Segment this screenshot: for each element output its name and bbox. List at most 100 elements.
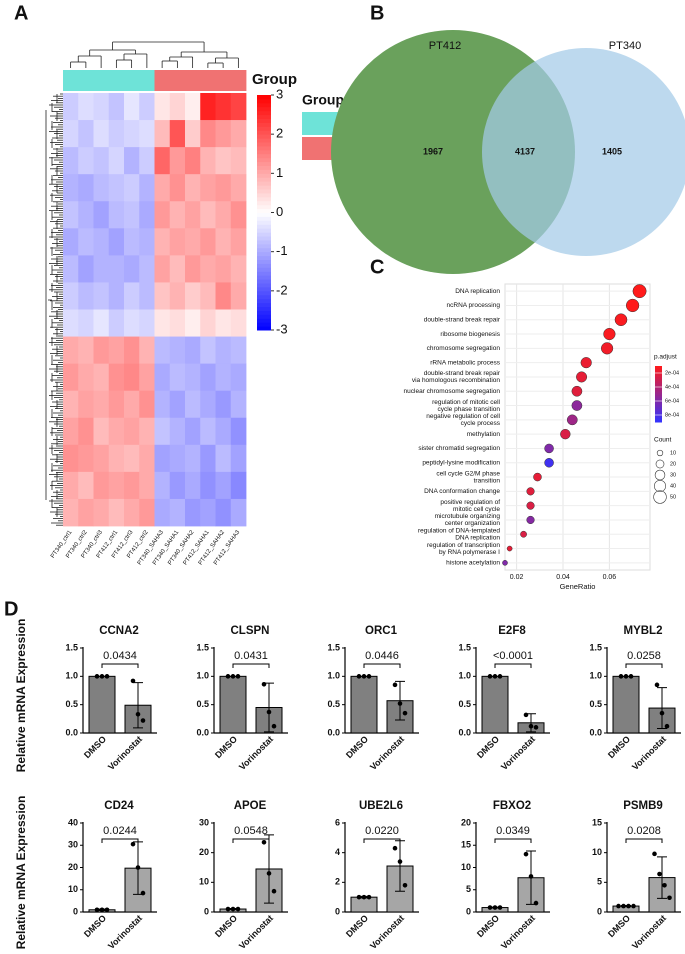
bar [219, 675, 247, 734]
term-label: regulation of transcription [427, 542, 500, 549]
legend-title: Group [302, 92, 344, 108]
y-tick-label: 5 [466, 884, 471, 894]
colorbar-step [257, 149, 271, 155]
dot [571, 385, 583, 397]
y-tick-label: 1.5 [458, 642, 471, 652]
colorbar-step [257, 196, 271, 202]
heatmap-cell [124, 444, 140, 473]
heatmap-cell [200, 174, 216, 202]
heatmap-cell [63, 309, 79, 337]
colorbar-step [257, 310, 271, 315]
heatmap-cell [139, 390, 155, 419]
heatmap-cell [169, 282, 186, 310]
error-bar [264, 834, 274, 904]
significance-bracket [101, 663, 139, 668]
chart-title: APOE [234, 800, 267, 812]
data-point [623, 674, 629, 679]
chart-title: ORC1 [365, 625, 398, 637]
term-label: histone acetylation [446, 560, 500, 567]
term-label: chromosome segregation [427, 345, 501, 352]
heatmap-cell [154, 363, 171, 392]
heatmap-cell [154, 336, 171, 365]
heatmap-cell [200, 390, 216, 419]
heatmap-cell [215, 336, 232, 365]
x-tick-label: Vorinostat [237, 734, 275, 772]
heatmap-cell [124, 498, 140, 527]
term-label: via homologous recombination [412, 377, 501, 384]
data-point [528, 723, 534, 729]
chart-title: CD24 [104, 800, 134, 812]
heatmap-cell [78, 390, 94, 419]
heatmap-cell [215, 390, 232, 419]
data-point [235, 674, 241, 679]
colorbar-step [655, 395, 662, 399]
y-axis-label: Relative mRNA Expression [14, 796, 28, 950]
colorbar-step [257, 189, 271, 194]
data-point [99, 674, 105, 679]
x-tick-label: 0.04 [556, 574, 570, 581]
chart-title: MYBL2 [624, 625, 663, 637]
data-point [230, 906, 236, 912]
data-point [392, 845, 398, 851]
data-point [140, 718, 146, 723]
data-point [616, 903, 621, 909]
heatmap-cell [200, 147, 216, 175]
colorbar-step [257, 110, 271, 116]
heatmap-cell [185, 93, 201, 121]
dot [600, 342, 614, 355]
dot [625, 298, 640, 313]
y-tick-label: 2 [335, 877, 340, 887]
y-tick-label: 0 [466, 906, 471, 916]
colorbar-step [257, 302, 271, 307]
term-label: center organization [445, 520, 501, 527]
heatmap-cell [215, 147, 232, 175]
term-label: mitotic cell cycle [453, 506, 500, 513]
heatmap-cell [215, 282, 232, 310]
data-point [94, 907, 100, 913]
data-point [235, 906, 241, 912]
venn-set-label: PT412 [429, 40, 461, 52]
panel-label: C [370, 256, 384, 278]
heatmap-cell [169, 93, 186, 121]
colorbar-step [257, 138, 271, 143]
colorbar-step [655, 366, 662, 369]
colorbar-label: 4e-04 [665, 384, 679, 390]
data-point [657, 871, 662, 877]
heatmap-cell [154, 120, 171, 148]
x-tick-label: Vorinostat [106, 913, 144, 951]
colorbar-step [257, 181, 271, 186]
venn-region-count: 1967 [423, 146, 443, 156]
y-tick-label: 0.5 [65, 699, 78, 709]
colorbar-step [257, 177, 271, 182]
heatmap-cell [230, 228, 247, 256]
heatmap-cell [78, 336, 94, 365]
data-point [356, 674, 362, 679]
heatmap-cell [108, 120, 125, 148]
y-tick-label: 1.5 [196, 642, 209, 652]
data-point [261, 681, 267, 687]
term-label: regulation of DNA-templated [418, 527, 500, 534]
term-label: ribosome biogenesis [440, 331, 500, 338]
colorbar-step [257, 212, 271, 217]
term-label: transition [474, 477, 501, 484]
heatmap-cell [108, 309, 125, 337]
colorbar-step [257, 98, 271, 104]
heatmap-cell [215, 201, 232, 229]
colorbar-step [257, 239, 271, 245]
x-tick-label: Vorinostat [368, 913, 406, 951]
colorbar-step [655, 392, 662, 395]
y-tick-label: 1.5 [327, 642, 340, 652]
heatmap-cell [185, 390, 201, 419]
colorbar-step [257, 185, 271, 190]
y-tick-label: 5 [597, 877, 602, 887]
x-tick-label: DMSO [606, 734, 632, 760]
size-legend-dot [654, 469, 666, 481]
heatmap-cell [78, 147, 94, 175]
heatmap-cell [154, 147, 171, 175]
colorbar-step [655, 407, 662, 410]
dot [520, 530, 527, 538]
heatmap-cell [78, 498, 94, 527]
x-tick-label: Vorinostat [630, 734, 668, 772]
venn-set [482, 48, 685, 256]
y-tick-label: 20 [461, 817, 471, 827]
